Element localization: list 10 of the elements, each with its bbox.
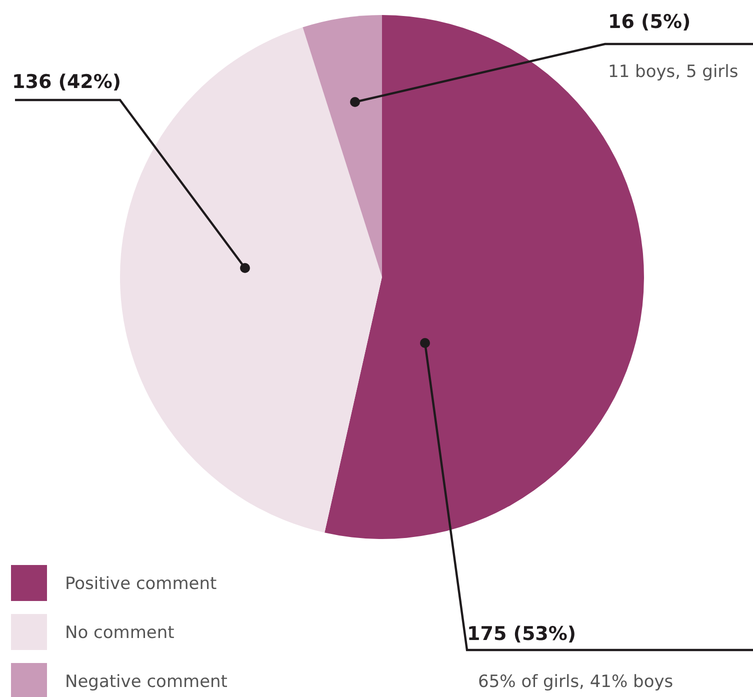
text: 11 boys, 5 girls (608, 62, 738, 82)
data-label: 136 (42%) (12, 71, 122, 93)
pie-slice (120, 27, 382, 533)
data-label: 175 (53%) (467, 623, 576, 645)
data-label: 16 (5%) (608, 11, 691, 33)
legend-label: Positive comment (65, 574, 218, 594)
text: 65% of girls, 41% boys (478, 672, 674, 692)
pie-slice (302, 15, 382, 277)
legend-label: Negative comment (65, 672, 228, 692)
legend-label: No comment (65, 623, 175, 643)
